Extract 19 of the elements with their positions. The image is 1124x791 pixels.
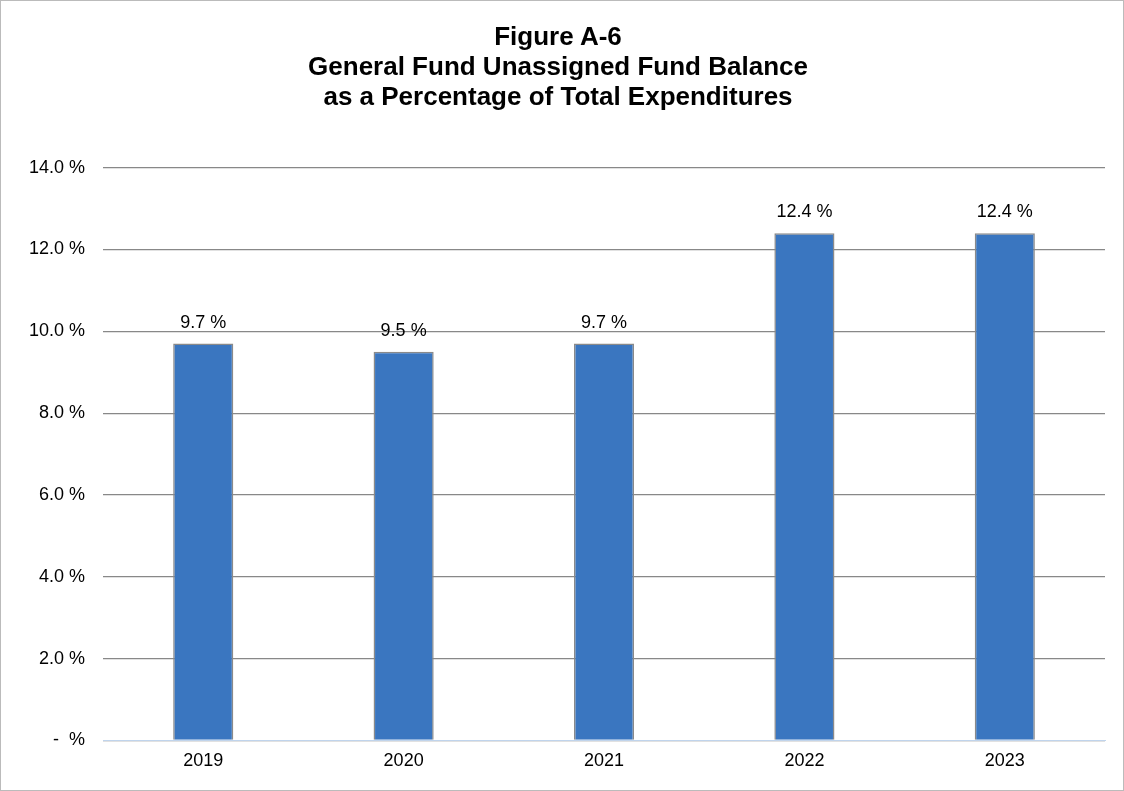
chart-title: Figure A-6 General Fund Unassigned Fund Balance as a Percentage of Total Expenditures [308,21,808,111]
x-tick-label: 2022 [784,750,825,771]
x-tick-label: 2019 [183,750,224,771]
y-tick-label: 12.0 % [28,238,86,259]
data-label: 12.4 % [776,201,833,222]
y-tick-label: 8.0 % [39,402,86,423]
y-tick-label: 6.0 % [39,483,86,504]
x-tick-label: 2020 [383,750,424,771]
y-tick-label: 4.0 % [39,565,86,586]
y-tick-label: - % [53,729,86,750]
y-tick-label: 10.0 % [28,320,86,341]
data-label: 9.7 % [581,311,628,332]
data-label: 12.4 % [976,201,1033,222]
data-label: 9.5 % [380,319,427,340]
data-label: 9.7 % [180,311,227,332]
x-tick-label: 2021 [584,750,625,771]
y-tick-label: 2.0 % [39,647,86,668]
y-tick-label: 14.0 % [28,156,86,177]
x-tick-label: 2023 [984,750,1025,771]
